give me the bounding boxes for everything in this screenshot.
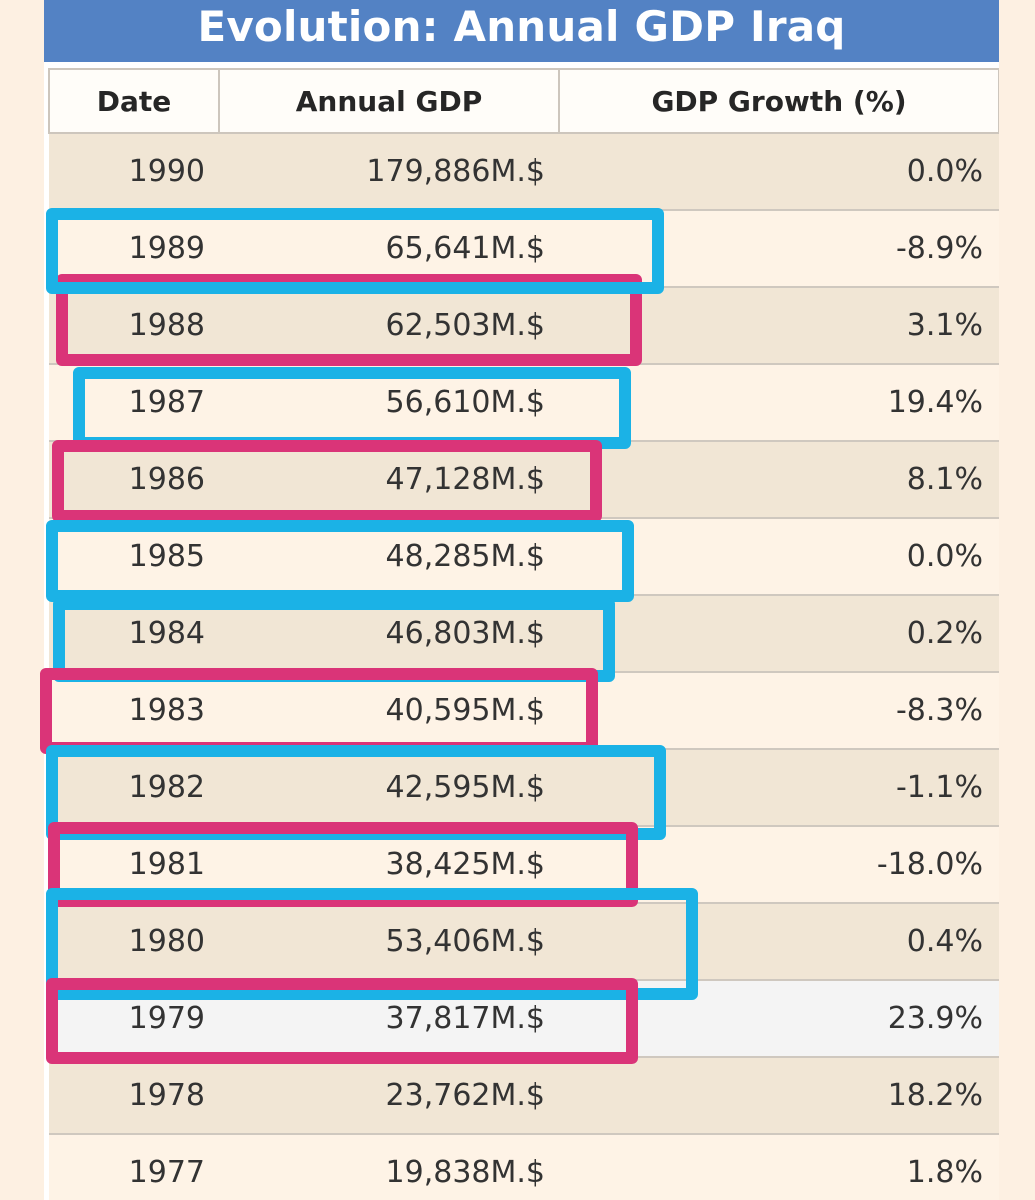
cell-date: 1990 bbox=[49, 132, 219, 210]
table-row[interactable]: 1980 53,406M.$ 0.4% bbox=[49, 902, 999, 980]
table-row[interactable]: 1981 38,425M.$ -18.0% bbox=[49, 825, 999, 903]
cell-annual-gdp: 38,425M.$ bbox=[219, 825, 559, 903]
page-title: Evolution: Annual GDP Iraq bbox=[44, 0, 999, 62]
cell-annual-gdp: 62,503M.$ bbox=[219, 286, 559, 364]
cell-gdp-growth: -18.0% bbox=[559, 825, 999, 903]
cell-annual-gdp: 23,762M.$ bbox=[219, 1056, 559, 1134]
cell-gdp-growth: -1.1% bbox=[559, 748, 999, 826]
cell-annual-gdp: 56,610M.$ bbox=[219, 363, 559, 441]
table-row[interactable]: 1987 56,610M.$ 19.4% bbox=[49, 363, 999, 441]
cell-date: 1988 bbox=[49, 286, 219, 364]
cell-date: 1985 bbox=[49, 517, 219, 595]
table-row[interactable]: 1977 19,838M.$ 1.8% bbox=[49, 1133, 999, 1200]
column-header-annual-gdp[interactable]: Annual GDP bbox=[218, 68, 560, 134]
right-page-margin bbox=[999, 0, 1035, 1200]
cell-date: 1986 bbox=[49, 440, 219, 518]
cell-gdp-growth: 1.8% bbox=[559, 1133, 999, 1200]
cell-gdp-growth: 0.0% bbox=[559, 132, 999, 210]
table-header-row: Date Annual GDP GDP Growth (%) bbox=[48, 68, 999, 134]
cell-gdp-growth: -8.9% bbox=[559, 209, 999, 287]
cell-annual-gdp: 53,406M.$ bbox=[219, 902, 559, 980]
cell-date: 1978 bbox=[49, 1056, 219, 1134]
cell-annual-gdp: 48,285M.$ bbox=[219, 517, 559, 595]
cell-annual-gdp: 42,595M.$ bbox=[219, 748, 559, 826]
cell-gdp-growth: 3.1% bbox=[559, 286, 999, 364]
cell-date: 1987 bbox=[49, 363, 219, 441]
column-header-gdp-growth[interactable]: GDP Growth (%) bbox=[558, 68, 999, 134]
cell-annual-gdp: 40,595M.$ bbox=[219, 671, 559, 749]
cell-annual-gdp: 19,838M.$ bbox=[219, 1133, 559, 1200]
cell-gdp-growth: 19.4% bbox=[559, 363, 999, 441]
gdp-table: Date Annual GDP GDP Growth (%) 1990 179,… bbox=[48, 68, 999, 1200]
table-row[interactable]: 1978 23,762M.$ 18.2% bbox=[49, 1056, 999, 1134]
table-row[interactable]: 1990 179,886M.$ 0.0% bbox=[49, 132, 999, 210]
cell-annual-gdp: 65,641M.$ bbox=[219, 209, 559, 287]
cell-gdp-growth: 8.1% bbox=[559, 440, 999, 518]
table-row[interactable]: 1982 42,595M.$ -1.1% bbox=[49, 748, 999, 826]
cell-gdp-growth: 23.9% bbox=[559, 979, 999, 1057]
table-row[interactable]: 1989 65,641M.$ -8.9% bbox=[49, 209, 999, 287]
cell-gdp-growth: 18.2% bbox=[559, 1056, 999, 1134]
cell-annual-gdp: 179,886M.$ bbox=[219, 132, 559, 210]
column-header-date[interactable]: Date bbox=[48, 68, 220, 134]
cell-date: 1980 bbox=[49, 902, 219, 980]
table-row[interactable]: 1984 46,803M.$ 0.2% bbox=[49, 594, 999, 672]
table-row[interactable]: 1983 40,595M.$ -8.3% bbox=[49, 671, 999, 749]
table-row[interactable]: 1988 62,503M.$ 3.1% bbox=[49, 286, 999, 364]
cell-date: 1984 bbox=[49, 594, 219, 672]
cell-date: 1977 bbox=[49, 1133, 219, 1200]
cell-gdp-growth: 0.0% bbox=[559, 517, 999, 595]
cell-annual-gdp: 47,128M.$ bbox=[219, 440, 559, 518]
cell-date: 1979 bbox=[49, 979, 219, 1057]
cell-gdp-growth: 0.2% bbox=[559, 594, 999, 672]
cell-date: 1981 bbox=[49, 825, 219, 903]
left-page-margin bbox=[0, 0, 44, 1200]
cell-gdp-growth: -8.3% bbox=[559, 671, 999, 749]
cell-date: 1982 bbox=[49, 748, 219, 826]
table-row[interactable]: 1985 48,285M.$ 0.0% bbox=[49, 517, 999, 595]
table-row[interactable]: 1986 47,128M.$ 8.1% bbox=[49, 440, 999, 518]
gdp-table-container: Date Annual GDP GDP Growth (%) 1990 179,… bbox=[44, 62, 999, 1200]
table-row[interactable]: 1979 37,817M.$ 23.9% bbox=[49, 979, 999, 1057]
cell-annual-gdp: 46,803M.$ bbox=[219, 594, 559, 672]
cell-date: 1989 bbox=[49, 209, 219, 287]
cell-annual-gdp: 37,817M.$ bbox=[219, 979, 559, 1057]
cell-date: 1983 bbox=[49, 671, 219, 749]
cell-gdp-growth: 0.4% bbox=[559, 902, 999, 980]
